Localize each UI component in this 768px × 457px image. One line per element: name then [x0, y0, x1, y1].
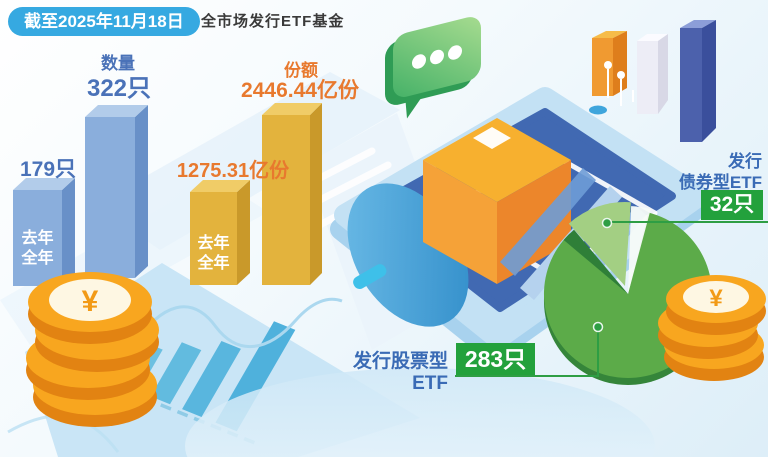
callout-dot-bond [601, 217, 613, 229]
bond-etf-label: 发行 债券型ETF [632, 151, 762, 194]
share-previous-period: 去年 全年 [197, 235, 230, 272]
svg-text:¥: ¥ [709, 285, 723, 312]
bar-quantity-previous [13, 178, 75, 286]
bond-etf-label-line2: 债券型ETF [678, 173, 762, 193]
bar-quantity-current [85, 105, 148, 278]
trend-wave-line [130, 297, 343, 349]
stock-etf-label: 发行股票型ETF [352, 351, 448, 394]
callout-dot-stock [592, 321, 604, 333]
quantity-current-value: 322只 [86, 75, 152, 102]
share-label: 份额 [284, 61, 318, 80]
svg-text:¥: ¥ [82, 285, 99, 318]
chat-bubble-icon [385, 17, 481, 119]
bond-etf-value-badge: 32只 [701, 190, 763, 220]
date-badge: 截至2025年11月18日 [8, 7, 200, 36]
decorative-bars [589, 20, 716, 142]
share-current-value: 2446.44亿份 [241, 79, 359, 102]
stock-etf-value-badge: 283只 [456, 343, 535, 375]
coins-icon-right: ¥ [658, 275, 766, 381]
quantity-previous-value: 179只 [19, 158, 77, 181]
quantity-label: 数量 [101, 54, 135, 73]
coins-icon-left: ¥ [26, 272, 159, 427]
pie-callouts [455, 221, 768, 377]
bond-etf-label-line1: 发行 [728, 152, 762, 171]
light-spill [185, 368, 655, 457]
quantity-previous-period: 去年 全年 [21, 230, 54, 267]
share-previous-value: 1275.31亿份 [176, 160, 290, 182]
bar-share-previous [190, 180, 250, 285]
page-title: 全市场发行ETF基金 [201, 13, 345, 30]
phone-speaker [353, 264, 387, 289]
bar-share-current [262, 103, 322, 285]
